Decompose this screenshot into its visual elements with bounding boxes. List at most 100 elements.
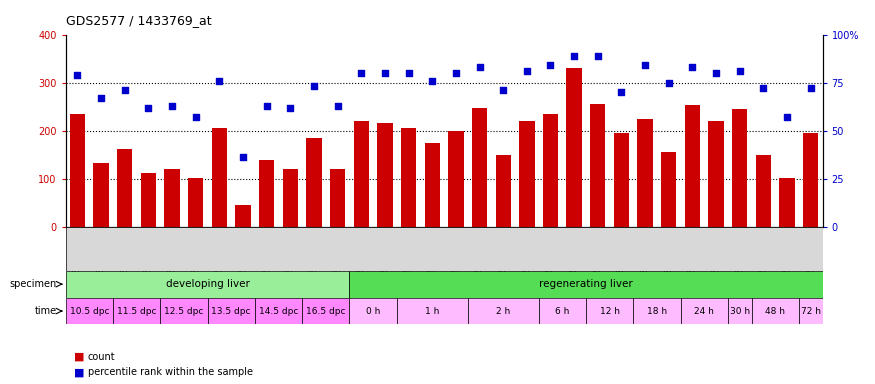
Text: 12 h: 12 h <box>599 306 619 316</box>
Point <box>142 104 156 111</box>
Bar <box>207 298 255 324</box>
Text: time: time <box>35 306 57 316</box>
Bar <box>354 121 369 227</box>
Bar <box>306 138 322 227</box>
Bar <box>495 155 511 227</box>
Point <box>307 83 321 89</box>
Bar <box>259 161 275 227</box>
Bar <box>255 298 302 324</box>
Bar <box>160 298 207 324</box>
Point <box>685 64 699 70</box>
Bar <box>164 169 179 227</box>
Text: GDS2577 / 1433769_at: GDS2577 / 1433769_at <box>66 14 211 27</box>
Text: 12.5 dpc: 12.5 dpc <box>164 306 204 316</box>
Text: 0 h: 0 h <box>366 306 381 316</box>
Bar <box>709 121 724 227</box>
Bar <box>396 298 468 324</box>
Bar <box>141 173 156 227</box>
Text: ■: ■ <box>74 367 85 377</box>
Bar <box>780 178 794 227</box>
Point <box>543 62 557 68</box>
Point <box>189 114 203 120</box>
Text: 18 h: 18 h <box>647 306 667 316</box>
Bar <box>756 155 771 227</box>
Text: 30 h: 30 h <box>730 306 750 316</box>
Text: 10.5 dpc: 10.5 dpc <box>69 306 109 316</box>
Bar <box>566 68 582 227</box>
Point <box>638 62 652 68</box>
Point <box>614 89 628 95</box>
Text: 2 h: 2 h <box>496 306 510 316</box>
Point <box>473 64 487 70</box>
Text: developing liver: developing liver <box>165 279 249 289</box>
Point <box>213 78 227 84</box>
Bar <box>330 169 346 227</box>
Point <box>520 68 534 74</box>
Bar <box>472 108 487 227</box>
Bar <box>349 271 822 298</box>
Point <box>803 85 817 91</box>
Point <box>94 95 108 101</box>
Point <box>425 78 439 84</box>
Text: specimen: specimen <box>10 279 57 289</box>
Bar <box>70 114 85 227</box>
Bar <box>803 133 818 227</box>
Text: ■: ■ <box>74 352 85 362</box>
Bar <box>349 298 396 324</box>
Bar <box>637 119 653 227</box>
Text: 1 h: 1 h <box>425 306 439 316</box>
Text: regenerating liver: regenerating liver <box>539 279 633 289</box>
Bar <box>590 104 605 227</box>
Bar <box>188 178 203 227</box>
Text: count: count <box>88 352 116 362</box>
Bar <box>302 298 349 324</box>
Text: 6 h: 6 h <box>555 306 570 316</box>
Bar <box>113 298 160 324</box>
Bar <box>728 298 752 324</box>
Point <box>591 53 605 59</box>
Point <box>118 87 132 93</box>
Text: 48 h: 48 h <box>766 306 785 316</box>
Bar <box>117 149 132 227</box>
Bar <box>94 163 108 227</box>
Bar <box>468 298 539 324</box>
Bar <box>66 298 113 324</box>
Bar <box>681 298 728 324</box>
Point <box>780 114 794 120</box>
Text: 13.5 dpc: 13.5 dpc <box>212 306 251 316</box>
Bar <box>662 152 676 227</box>
Text: percentile rank within the sample: percentile rank within the sample <box>88 367 253 377</box>
Bar <box>613 133 629 227</box>
Bar <box>66 271 349 298</box>
Bar <box>377 123 393 227</box>
Point <box>260 103 274 109</box>
Bar <box>732 109 747 227</box>
Point <box>756 85 770 91</box>
Bar <box>424 142 440 227</box>
Point <box>236 154 250 161</box>
Bar <box>283 169 298 227</box>
Bar <box>634 298 681 324</box>
Point <box>378 70 392 76</box>
Point <box>165 103 179 109</box>
Bar <box>586 298 634 324</box>
Point <box>354 70 368 76</box>
Text: 72 h: 72 h <box>801 306 821 316</box>
Point <box>402 70 416 76</box>
Bar <box>799 298 822 324</box>
Text: 11.5 dpc: 11.5 dpc <box>117 306 157 316</box>
Bar <box>685 105 700 227</box>
Bar <box>752 298 799 324</box>
Point <box>662 79 676 86</box>
Point <box>567 53 581 59</box>
Bar <box>542 114 558 227</box>
Text: 24 h: 24 h <box>694 306 714 316</box>
Bar <box>235 205 251 227</box>
Point <box>496 87 510 93</box>
Point <box>449 70 463 76</box>
Point <box>732 68 746 74</box>
Point <box>71 72 85 78</box>
Text: 14.5 dpc: 14.5 dpc <box>259 306 298 316</box>
Bar <box>448 131 464 227</box>
Bar <box>401 128 416 227</box>
